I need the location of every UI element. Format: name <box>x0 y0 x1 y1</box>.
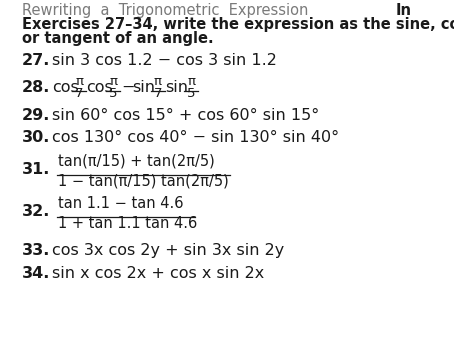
Text: Exercises 27–34, write the expression as the sine, cosine,: Exercises 27–34, write the expression as… <box>22 17 454 32</box>
Text: 5: 5 <box>187 87 195 100</box>
Text: 34.: 34. <box>22 266 50 281</box>
Text: cos 130° cos 40° − sin 130° sin 40°: cos 130° cos 40° − sin 130° sin 40° <box>52 130 339 145</box>
Text: 30.: 30. <box>22 130 50 145</box>
Text: −: − <box>121 80 134 95</box>
Text: tan(π/15) + tan(2π/5): tan(π/15) + tan(2π/5) <box>58 154 215 169</box>
Text: 28.: 28. <box>22 80 50 95</box>
Text: 31.: 31. <box>22 162 50 177</box>
Text: sin 3 cos 1.2 − cos 3 sin 1.2: sin 3 cos 1.2 − cos 3 sin 1.2 <box>52 53 277 68</box>
Text: cos: cos <box>52 80 79 95</box>
Text: 33.: 33. <box>22 243 50 258</box>
Text: In: In <box>396 3 412 18</box>
Text: 32.: 32. <box>22 204 50 219</box>
Text: 5: 5 <box>109 87 117 100</box>
Text: 29.: 29. <box>22 108 50 123</box>
Text: sin x cos 2x + cos x sin 2x: sin x cos 2x + cos x sin 2x <box>52 266 264 281</box>
Text: Rewriting  a  Trigonometric  Expression: Rewriting a Trigonometric Expression <box>22 3 308 18</box>
Text: sin 60° cos 15° + cos 60° sin 15°: sin 60° cos 15° + cos 60° sin 15° <box>52 108 319 123</box>
Text: or tangent of an angle.: or tangent of an angle. <box>22 31 214 46</box>
Text: π: π <box>154 75 162 88</box>
Text: sin: sin <box>132 80 155 95</box>
Text: cos 3x cos 2y + sin 3x sin 2y: cos 3x cos 2y + sin 3x sin 2y <box>52 243 284 258</box>
Text: π: π <box>75 75 83 88</box>
Text: 1 − tan(π/15) tan(2π/5): 1 − tan(π/15) tan(2π/5) <box>58 174 229 189</box>
Text: π: π <box>187 75 195 88</box>
Text: π: π <box>109 75 117 88</box>
Text: cos: cos <box>86 80 113 95</box>
Text: sin: sin <box>165 80 188 95</box>
Text: 27.: 27. <box>22 53 50 68</box>
Text: 1 + tan 1.1 tan 4.6: 1 + tan 1.1 tan 4.6 <box>58 216 197 231</box>
Text: 7: 7 <box>75 87 83 100</box>
Text: 7: 7 <box>154 87 162 100</box>
Text: tan 1.1 − tan 4.6: tan 1.1 − tan 4.6 <box>58 196 183 211</box>
